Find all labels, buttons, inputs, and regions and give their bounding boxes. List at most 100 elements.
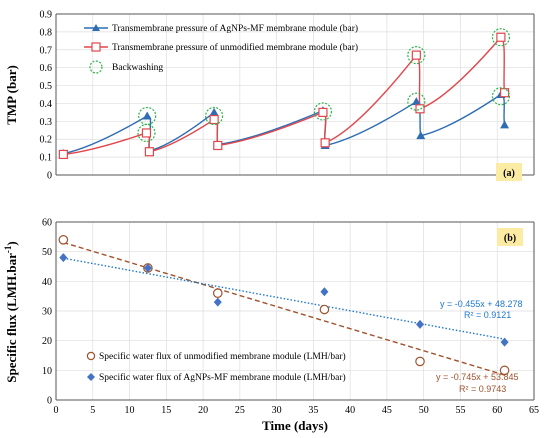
panel-b-grid — [56, 222, 534, 400]
legend-marker-triangle-icon — [92, 24, 100, 31]
panel-b-tag-text: (b) — [504, 233, 516, 244]
line-agnps-tmp — [63, 115, 148, 155]
backwashing-circle — [407, 46, 426, 65]
panel-b-markers — [58, 235, 510, 376]
legend-label-unmodified-flux: Specific water flux of unmodified membra… — [99, 351, 346, 362]
legend-item-agnps-flux: Specific water flux of AgNPs-MF membrane… — [87, 372, 346, 383]
line-unmodified-tmp — [419, 36, 502, 110]
panel-b-x-tick-label: 55 — [455, 405, 465, 416]
panel-b-x-tick-label: 60 — [492, 405, 502, 416]
marker-unmodified-flux-point — [58, 235, 69, 245]
trendline-agnps — [63, 257, 505, 340]
marker-unmodified-flux-point — [415, 356, 425, 367]
legend-marker-diamond-icon — [87, 373, 95, 381]
legend-marker-square-icon — [91, 42, 101, 52]
panel-b-x-tick-label: 35 — [308, 405, 318, 416]
legend-item-unmodified-flux: Specific water flux of unmodified membra… — [86, 351, 346, 362]
marker-agnps-tmp-point — [416, 131, 426, 140]
marker-agnps-flux-point — [416, 319, 425, 329]
line-unmodified-tmp — [324, 54, 417, 144]
legend-item-agnps-tmp: Transmembrane pressure of AgNPs-MF membr… — [84, 23, 358, 34]
panel-b-y-label: Specific flux (LMH.bar-1) — [3, 241, 19, 382]
trend-eq-unmodified: y = -0.745x + 53.845 — [436, 372, 519, 382]
panel-b-x-tick-label: 45 — [382, 405, 392, 416]
panel-b-tag: (b) — [497, 228, 523, 246]
marker-unmodified-flux-point — [499, 365, 510, 376]
panel-b-y-tick-label: 40 — [42, 277, 52, 288]
panel-a: 0 0.1 0.2 0.3 0.4 0.5 0.6 0.7 0.8 0.9 TMP (bar) T… — [4, 10, 535, 182]
panel-b-y-tick-label: 60 — [42, 218, 52, 229]
panel-b-y-tick-label: 10 — [42, 366, 52, 377]
panel-b-x-tick-label: 20 — [198, 405, 208, 416]
marker-agnps-flux-point — [213, 297, 222, 307]
legend-marker-dashed-circle-icon — [89, 60, 103, 74]
marker-agnps-flux-point — [59, 253, 68, 263]
marker-unmodified-tmp-point — [415, 104, 425, 114]
panel-a-y-ticks: 0 0.1 0.2 0.3 0.4 0.5 0.6 0.7 0.8 0.9 — [40, 10, 53, 182]
panel-b-trendlines — [63, 241, 505, 376]
panel-a-y-tick-label: 0.1 — [40, 153, 53, 164]
backwashing-circle — [205, 106, 224, 126]
marker-agnps-tmp-point — [500, 120, 510, 129]
line-agnps-tmp — [500, 93, 506, 126]
line-agnps-tmp — [217, 109, 324, 146]
legend-label-agnps-tmp: Transmembrane pressure of AgNPs-MF membr… — [112, 23, 358, 34]
trend-eq-agnps: y = -0.455x + 48.278 — [440, 299, 523, 309]
backwashing-circle — [137, 123, 156, 143]
panel-a-y-tick-label: 0.4 — [40, 99, 53, 110]
marker-unmodified-tmp-point — [209, 114, 219, 125]
backwashing-circle — [407, 92, 426, 111]
panel-a-y-tick-label: 0.3 — [40, 117, 53, 128]
panel-a-y-tick-label: 0.6 — [40, 63, 53, 74]
panel-a-tag-text: (a) — [503, 168, 515, 179]
panel-b-x-tick-label: 25 — [235, 405, 245, 416]
panel-b-y-label-sup: -1 — [3, 245, 13, 253]
panel-b-x-tick-label: 65 — [529, 405, 539, 416]
panel-b-x-tick-label: 0 — [54, 405, 59, 416]
marker-agnps-flux-point — [143, 263, 152, 273]
panel-b-x-tick-label: 10 — [125, 405, 135, 416]
panel-b-legend: Specific water flux of unmodified membra… — [86, 351, 346, 383]
line-agnps-tmp — [149, 111, 215, 152]
panel-b-x-tick-label: 50 — [419, 405, 429, 416]
marker-unmodified-flux-point — [212, 288, 223, 298]
panel-b-x-tick-label: 15 — [161, 405, 171, 416]
trendline-unmodified — [63, 241, 505, 376]
panel-b-x-tick-label: 30 — [272, 405, 282, 416]
marker-unmodified-tmp-point — [411, 50, 421, 60]
panel-b-y-tick-label: 20 — [42, 336, 52, 347]
backwashing-circle — [491, 28, 511, 47]
legend-label-unmodified-tmp: Transmembrane pressure of unmodified mem… — [112, 42, 358, 53]
panel-b-x-tick-label: 5 — [90, 405, 95, 416]
legend-item-unmodified-tmp: Transmembrane pressure of unmodified mem… — [84, 42, 358, 53]
panel-a-y-tick-label: 0.5 — [40, 81, 53, 92]
panel-b-y-tick-label: 50 — [42, 247, 52, 258]
line-unmodified-tmp — [63, 132, 147, 156]
panel-b-y-tick-label: 0 — [47, 396, 52, 407]
marker-agnps-flux-point — [500, 337, 509, 347]
marker-unmodified-tmp-point — [320, 138, 330, 148]
panel-b-y-label-end: ) — [4, 241, 19, 245]
marker-unmodified-tmp-point — [496, 32, 506, 42]
panel-a-y-label: TMP (bar) — [4, 65, 19, 125]
panel-b: 0 10 20 30 40 50 60 0 5 10 15 20 25 30 35 40 45 50 55 60 65… — [3, 218, 539, 434]
panel-b-y-ticks: 0 10 20 30 40 50 60 — [42, 218, 52, 407]
marker-agnps-tmp-point — [142, 111, 152, 120]
marker-unmodified-flux-point — [319, 304, 330, 315]
panel-a-backwash-circles — [137, 28, 511, 143]
trend-r2-unmodified: R² = 0.9743 — [459, 384, 506, 394]
line-agnps-tmp — [420, 93, 502, 137]
panel-a-y-tick-label: 0.2 — [40, 135, 53, 146]
panel-b-x-ticks: 0 5 10 15 20 25 30 35 40 45 50 55 60 65 — [54, 405, 540, 416]
panel-b-y-tick-label: 30 — [42, 307, 52, 318]
legend-label-agnps-flux: Specific water flux of AgNPs-MF membrane… — [99, 372, 346, 383]
marker-unmodified-tmp-point — [318, 107, 328, 117]
panel-b-tag-bg — [497, 228, 523, 246]
line-unmodified-tmp — [217, 111, 324, 147]
x-axis-label: Time (days) — [262, 418, 328, 433]
panel-a-legend: Transmembrane pressure of AgNPs-MF membr… — [84, 23, 358, 74]
panel-a-grid — [56, 14, 534, 175]
panel-a-y-tick-label: 0.7 — [40, 45, 53, 56]
